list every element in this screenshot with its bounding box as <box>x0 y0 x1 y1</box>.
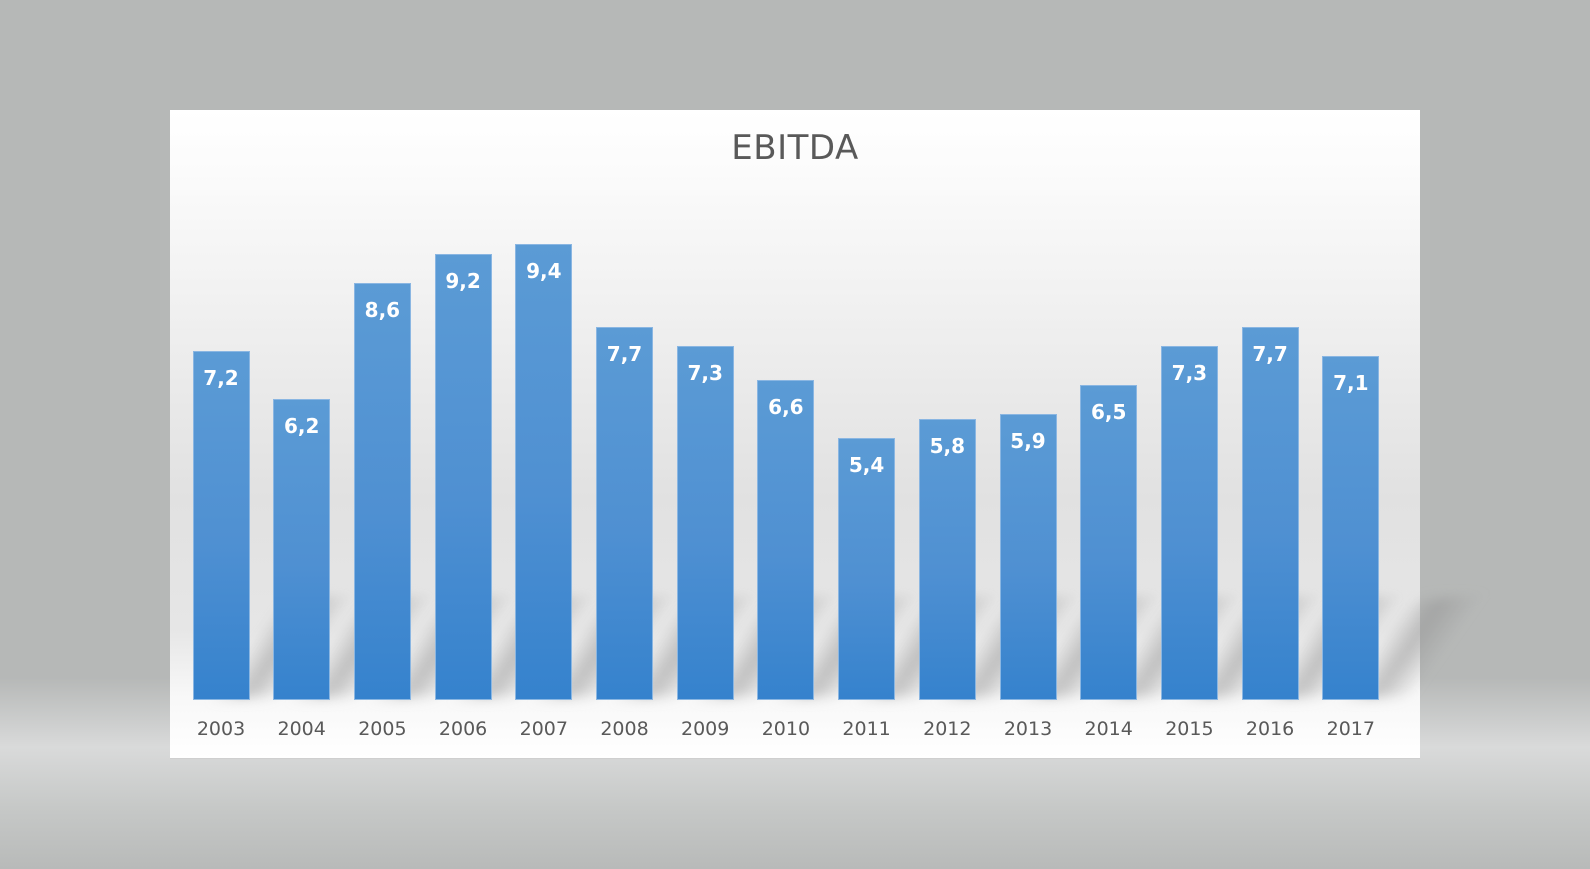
x-axis-tick-label: 2014 <box>1084 718 1133 740</box>
x-axis-tick-label: 2017 <box>1326 718 1375 740</box>
bar-2015[interactable]: 7,3 <box>1160 345 1218 700</box>
data-label: 9,2 <box>445 268 481 293</box>
bar-2009[interactable]: 7,3 <box>676 345 734 700</box>
data-label: 7,7 <box>606 341 643 366</box>
bar-2014[interactable]: 6,5 <box>1080 384 1138 700</box>
bar-2013[interactable]: 5,9 <box>999 413 1057 700</box>
bar-2003[interactable]: 7,2 <box>192 350 250 700</box>
bar-2005[interactable]: 8,6 <box>353 282 411 700</box>
data-label: 9,4 <box>526 259 562 284</box>
x-axis-tick-label: 2009 <box>681 718 730 740</box>
x-axis-tick-label: 2016 <box>1245 718 1295 740</box>
x-axis-tick-label: 2010 <box>761 718 811 740</box>
bar-2017[interactable]: 7,1 <box>1322 355 1380 700</box>
x-axis-tick-label: 2007 <box>519 718 568 740</box>
x-axis-tick-label: 2013 <box>1003 718 1053 740</box>
chart-title: EBITDA <box>731 128 859 168</box>
x-axis-tick-label: 2015 <box>1165 718 1214 740</box>
data-label: 6,2 <box>283 414 320 439</box>
data-label: 5,4 <box>848 453 885 478</box>
bar-2008[interactable]: 7,7 <box>596 326 653 700</box>
x-axis-tick-label: 2006 <box>438 718 488 740</box>
data-label: 7,7 <box>1252 341 1288 366</box>
plot-area: 7,2 2003 6,2 2004 8,6 2005 9,2 2006 9,4 2007 7,7 20… <box>170 110 1483 758</box>
data-label: 7,2 <box>203 365 239 390</box>
x-axis-tick-label: 2003 <box>196 718 246 740</box>
x-axis-tick-label: 2004 <box>277 718 326 740</box>
data-label: 5,9 <box>1010 428 1046 453</box>
bar-2004[interactable]: 6,2 <box>273 399 331 700</box>
data-label: 6,5 <box>1090 399 1127 424</box>
data-label: 8,6 <box>364 297 401 322</box>
bar-2012[interactable]: 5,8 <box>918 418 976 700</box>
data-label: 7,1 <box>1333 370 1369 395</box>
chart-card: EBITDA 7,2 2003 6,2 2004 8,6 2005 9,2 2006 9,4 20… <box>170 110 1483 759</box>
bar-2011[interactable]: 5,4 <box>838 438 896 700</box>
x-axis-tick-label: 2012 <box>923 718 972 740</box>
data-label: 6,6 <box>768 394 804 419</box>
bar-2010[interactable]: 6,6 <box>757 379 815 700</box>
data-label: 5,8 <box>929 433 966 458</box>
bar-2007[interactable]: 9,4 <box>515 244 573 700</box>
data-label: 7,3 <box>1171 360 1208 385</box>
x-axis-tick-label: 2005 <box>358 718 407 740</box>
bar-2006[interactable]: 9,2 <box>434 253 492 700</box>
bar-2016[interactable]: 7,7 <box>1241 326 1299 700</box>
data-label: 7,3 <box>687 360 723 385</box>
x-axis-tick-label: 2008 <box>600 718 649 740</box>
x-axis-tick-label: 2011 <box>842 718 891 740</box>
